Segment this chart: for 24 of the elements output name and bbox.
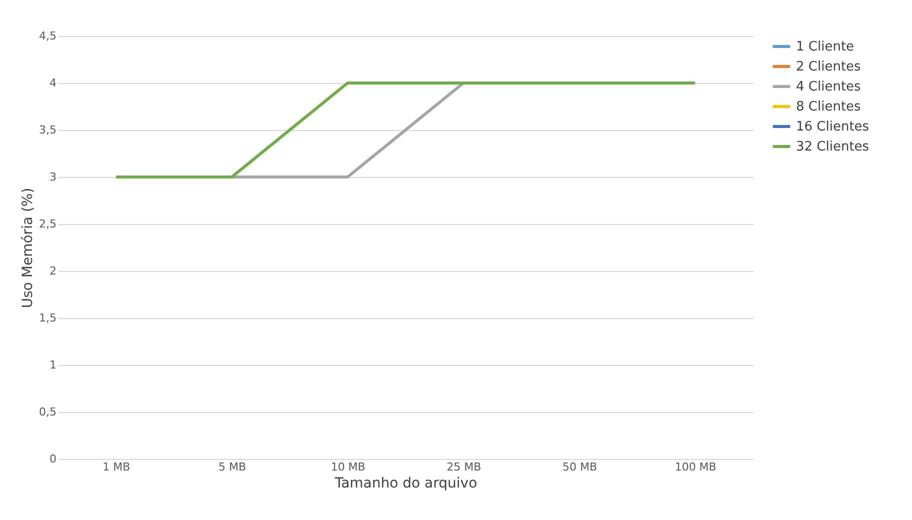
y-tick-label: 1,5 (39, 312, 56, 324)
x-tick-label: 25 MB (446, 460, 482, 474)
legend-label: 1 Cliente (796, 40, 854, 54)
y-tick-label: 2,5 (39, 218, 56, 230)
y-tick-label: 3,5 (39, 124, 56, 136)
x-axis-title: Tamanho do arquivo (334, 476, 478, 492)
y-axis-title: Uso Memória (%) (20, 188, 36, 308)
y-tick-label: 0,5 (39, 406, 56, 418)
y-tick-label: 0 (50, 452, 56, 466)
x-tick-label: 5 MB (218, 460, 246, 474)
y-tick-label: 3 (50, 170, 56, 184)
legend-label: 8 Clientes (796, 100, 862, 114)
y-tick-label: 2 (50, 264, 56, 278)
x-tick-label: 1 MB (102, 460, 130, 474)
y-tick-label: 4,5 (39, 30, 56, 42)
legend-label: 16 Clientes (796, 120, 870, 134)
y-tick-label: 1 (50, 358, 56, 372)
x-tick-label: 100 MB (674, 460, 716, 474)
y-tick-label: 4 (50, 76, 56, 90)
legend-label: 2 Clientes (796, 60, 862, 74)
legend-label: 32 Clientes (796, 140, 870, 154)
x-tick-label: 50 MB (562, 460, 598, 474)
x-tick-label: 10 MB (330, 460, 366, 474)
legend-label: 4 Clientes (796, 80, 862, 94)
